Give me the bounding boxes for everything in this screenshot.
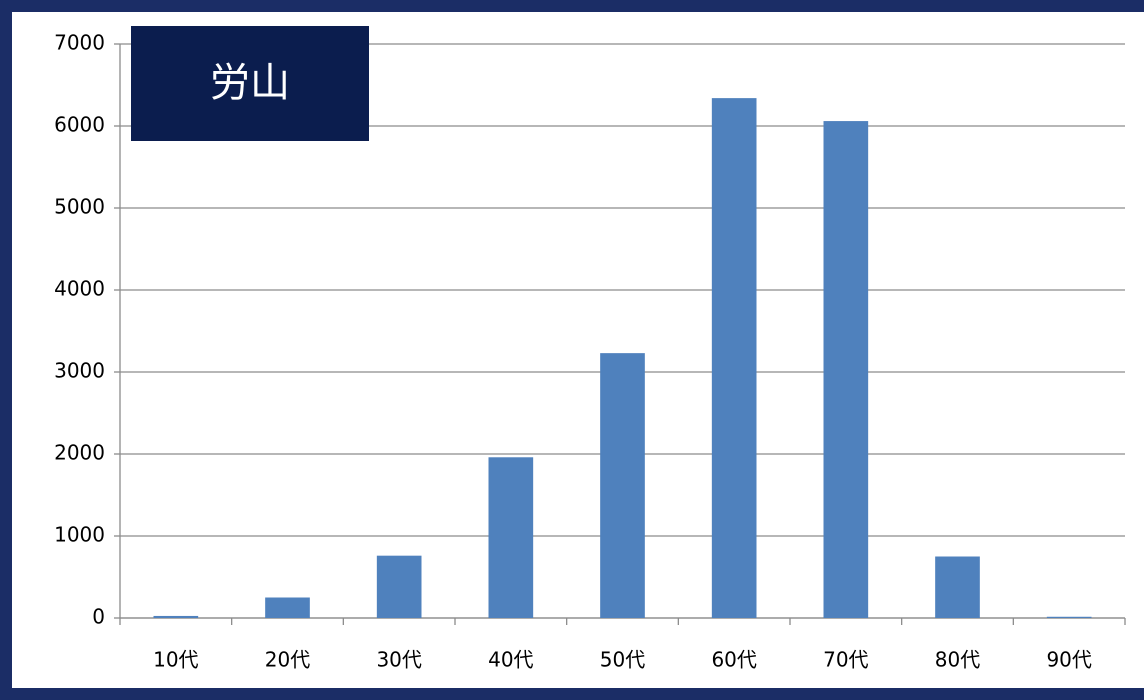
y-tick-label: 7000 xyxy=(54,31,105,55)
bar xyxy=(376,555,422,618)
x-tick-label: 50代 xyxy=(600,648,645,672)
bar xyxy=(1046,616,1092,618)
plot-area: 0 1000 2000 3000 4000 5000 6000 7000 10代 20代 30代 40… xyxy=(54,31,1126,672)
x-tick-label: 20代 xyxy=(265,648,310,672)
chart-title: 労山 xyxy=(210,60,290,106)
bar xyxy=(823,121,869,618)
bar xyxy=(600,353,645,618)
x-tick-label: 70代 xyxy=(823,648,868,672)
y-tick-label: 6000 xyxy=(54,113,105,137)
y-tick-label: 1000 xyxy=(54,523,105,547)
y-tick-label: 3000 xyxy=(54,359,105,383)
x-tick-label: 90代 xyxy=(1046,648,1091,672)
bar xyxy=(265,597,310,618)
y-tick-label: 4000 xyxy=(54,277,105,301)
x-tick-label: 30代 xyxy=(376,648,421,672)
x-tick-label: 80代 xyxy=(935,648,980,672)
bar xyxy=(488,457,534,618)
x-tick-label: 60代 xyxy=(711,648,756,672)
x-tick-label: 40代 xyxy=(488,648,533,672)
y-tick-label: 2000 xyxy=(54,441,105,465)
y-tick-label: 5000 xyxy=(54,195,105,219)
title-box xyxy=(131,26,369,141)
bar xyxy=(711,98,757,619)
bar xyxy=(935,556,980,618)
bar xyxy=(153,615,199,618)
y-tick-label: 0 xyxy=(92,605,105,629)
x-tick-label: 10代 xyxy=(153,648,198,672)
